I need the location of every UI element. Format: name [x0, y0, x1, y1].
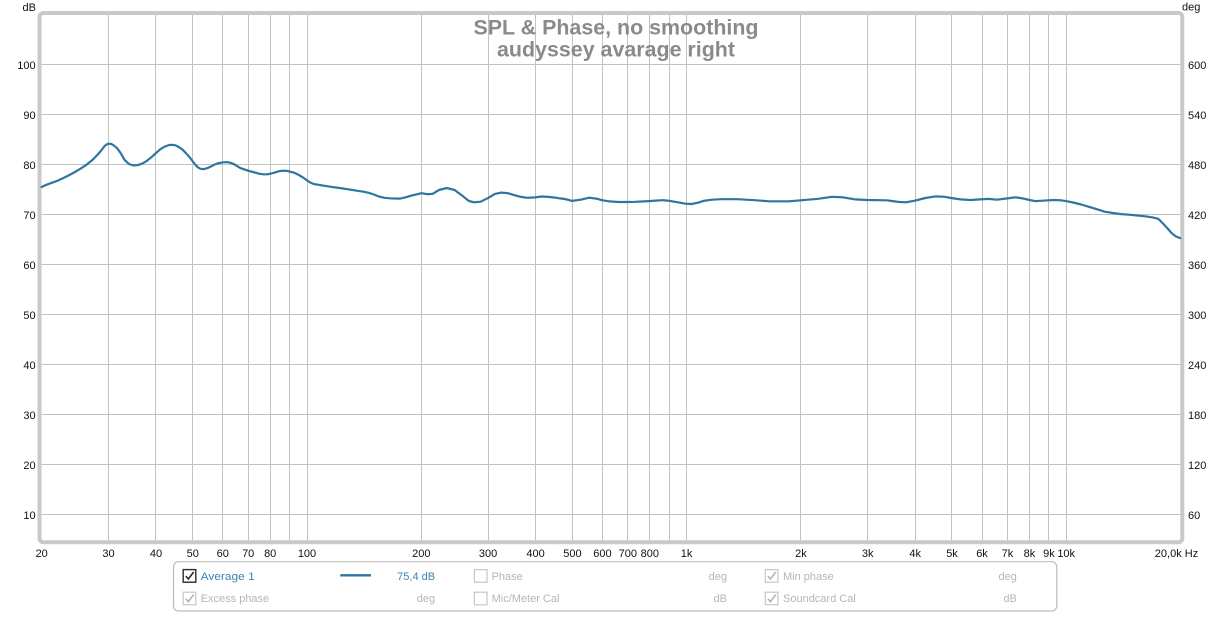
- svg-text:80: 80: [23, 160, 35, 172]
- svg-text:300: 300: [479, 548, 497, 560]
- svg-text:200: 200: [412, 548, 430, 560]
- svg-text:7k: 7k: [1002, 548, 1014, 560]
- svg-text:50: 50: [23, 310, 35, 322]
- svg-text:dB: dB: [23, 2, 36, 14]
- svg-text:300: 300: [1188, 310, 1206, 322]
- svg-text:dB: dB: [1003, 593, 1016, 605]
- svg-text:240: 240: [1188, 360, 1206, 372]
- svg-text:SPL & Phase, no smoothing: SPL & Phase, no smoothing: [474, 17, 759, 40]
- svg-text:75,4 dB: 75,4 dB: [397, 571, 435, 583]
- svg-text:deg: deg: [709, 571, 727, 583]
- svg-text:40: 40: [23, 360, 35, 372]
- svg-text:9k: 9k: [1043, 548, 1055, 560]
- svg-text:Phase: Phase: [492, 571, 523, 583]
- svg-text:deg: deg: [999, 571, 1017, 583]
- svg-text:80: 80: [264, 548, 276, 560]
- svg-text:120: 120: [1188, 460, 1206, 472]
- svg-text:Mic/Meter Cal: Mic/Meter Cal: [492, 593, 560, 605]
- svg-text:Average 1: Average 1: [201, 571, 255, 583]
- svg-text:2k: 2k: [795, 548, 807, 560]
- svg-text:5k: 5k: [946, 548, 958, 560]
- svg-text:600: 600: [593, 548, 611, 560]
- svg-text:100: 100: [17, 60, 35, 72]
- svg-text:4k: 4k: [909, 548, 921, 560]
- svg-text:20: 20: [23, 460, 35, 472]
- svg-text:100: 100: [298, 548, 316, 560]
- svg-text:600: 600: [1188, 60, 1206, 72]
- svg-text:500: 500: [563, 548, 581, 560]
- svg-text:180: 180: [1188, 410, 1206, 422]
- svg-text:20: 20: [36, 548, 48, 560]
- svg-text:20,0k Hz: 20,0k Hz: [1155, 548, 1198, 560]
- svg-text:deg: deg: [417, 593, 435, 605]
- svg-text:420: 420: [1188, 210, 1206, 222]
- svg-text:60: 60: [23, 260, 35, 272]
- svg-text:30: 30: [102, 548, 114, 560]
- svg-text:30: 30: [23, 410, 35, 422]
- svg-text:360: 360: [1188, 260, 1206, 272]
- svg-text:800: 800: [641, 548, 659, 560]
- svg-text:deg: deg: [1182, 2, 1200, 14]
- svg-text:8k: 8k: [1024, 548, 1036, 560]
- svg-text:6k: 6k: [976, 548, 988, 560]
- svg-text:400: 400: [526, 548, 544, 560]
- svg-text:Excess phase: Excess phase: [201, 593, 269, 605]
- svg-text:40: 40: [150, 548, 162, 560]
- svg-text:dB: dB: [714, 593, 727, 605]
- svg-text:60: 60: [217, 548, 229, 560]
- svg-text:480: 480: [1188, 160, 1206, 172]
- svg-text:Soundcard Cal: Soundcard Cal: [783, 593, 856, 605]
- svg-text:10: 10: [23, 510, 35, 522]
- svg-text:70: 70: [242, 548, 254, 560]
- svg-text:10k: 10k: [1057, 548, 1075, 560]
- svg-text:3k: 3k: [862, 548, 874, 560]
- svg-text:700: 700: [619, 548, 637, 560]
- svg-text:90: 90: [23, 110, 35, 122]
- svg-text:1k: 1k: [681, 548, 693, 560]
- svg-text:audyssey avarage right: audyssey avarage right: [497, 39, 735, 62]
- svg-text:70: 70: [23, 210, 35, 222]
- svg-text:540: 540: [1188, 110, 1206, 122]
- svg-text:60: 60: [1188, 510, 1200, 522]
- svg-text:50: 50: [187, 548, 199, 560]
- svg-text:Min phase: Min phase: [783, 571, 834, 583]
